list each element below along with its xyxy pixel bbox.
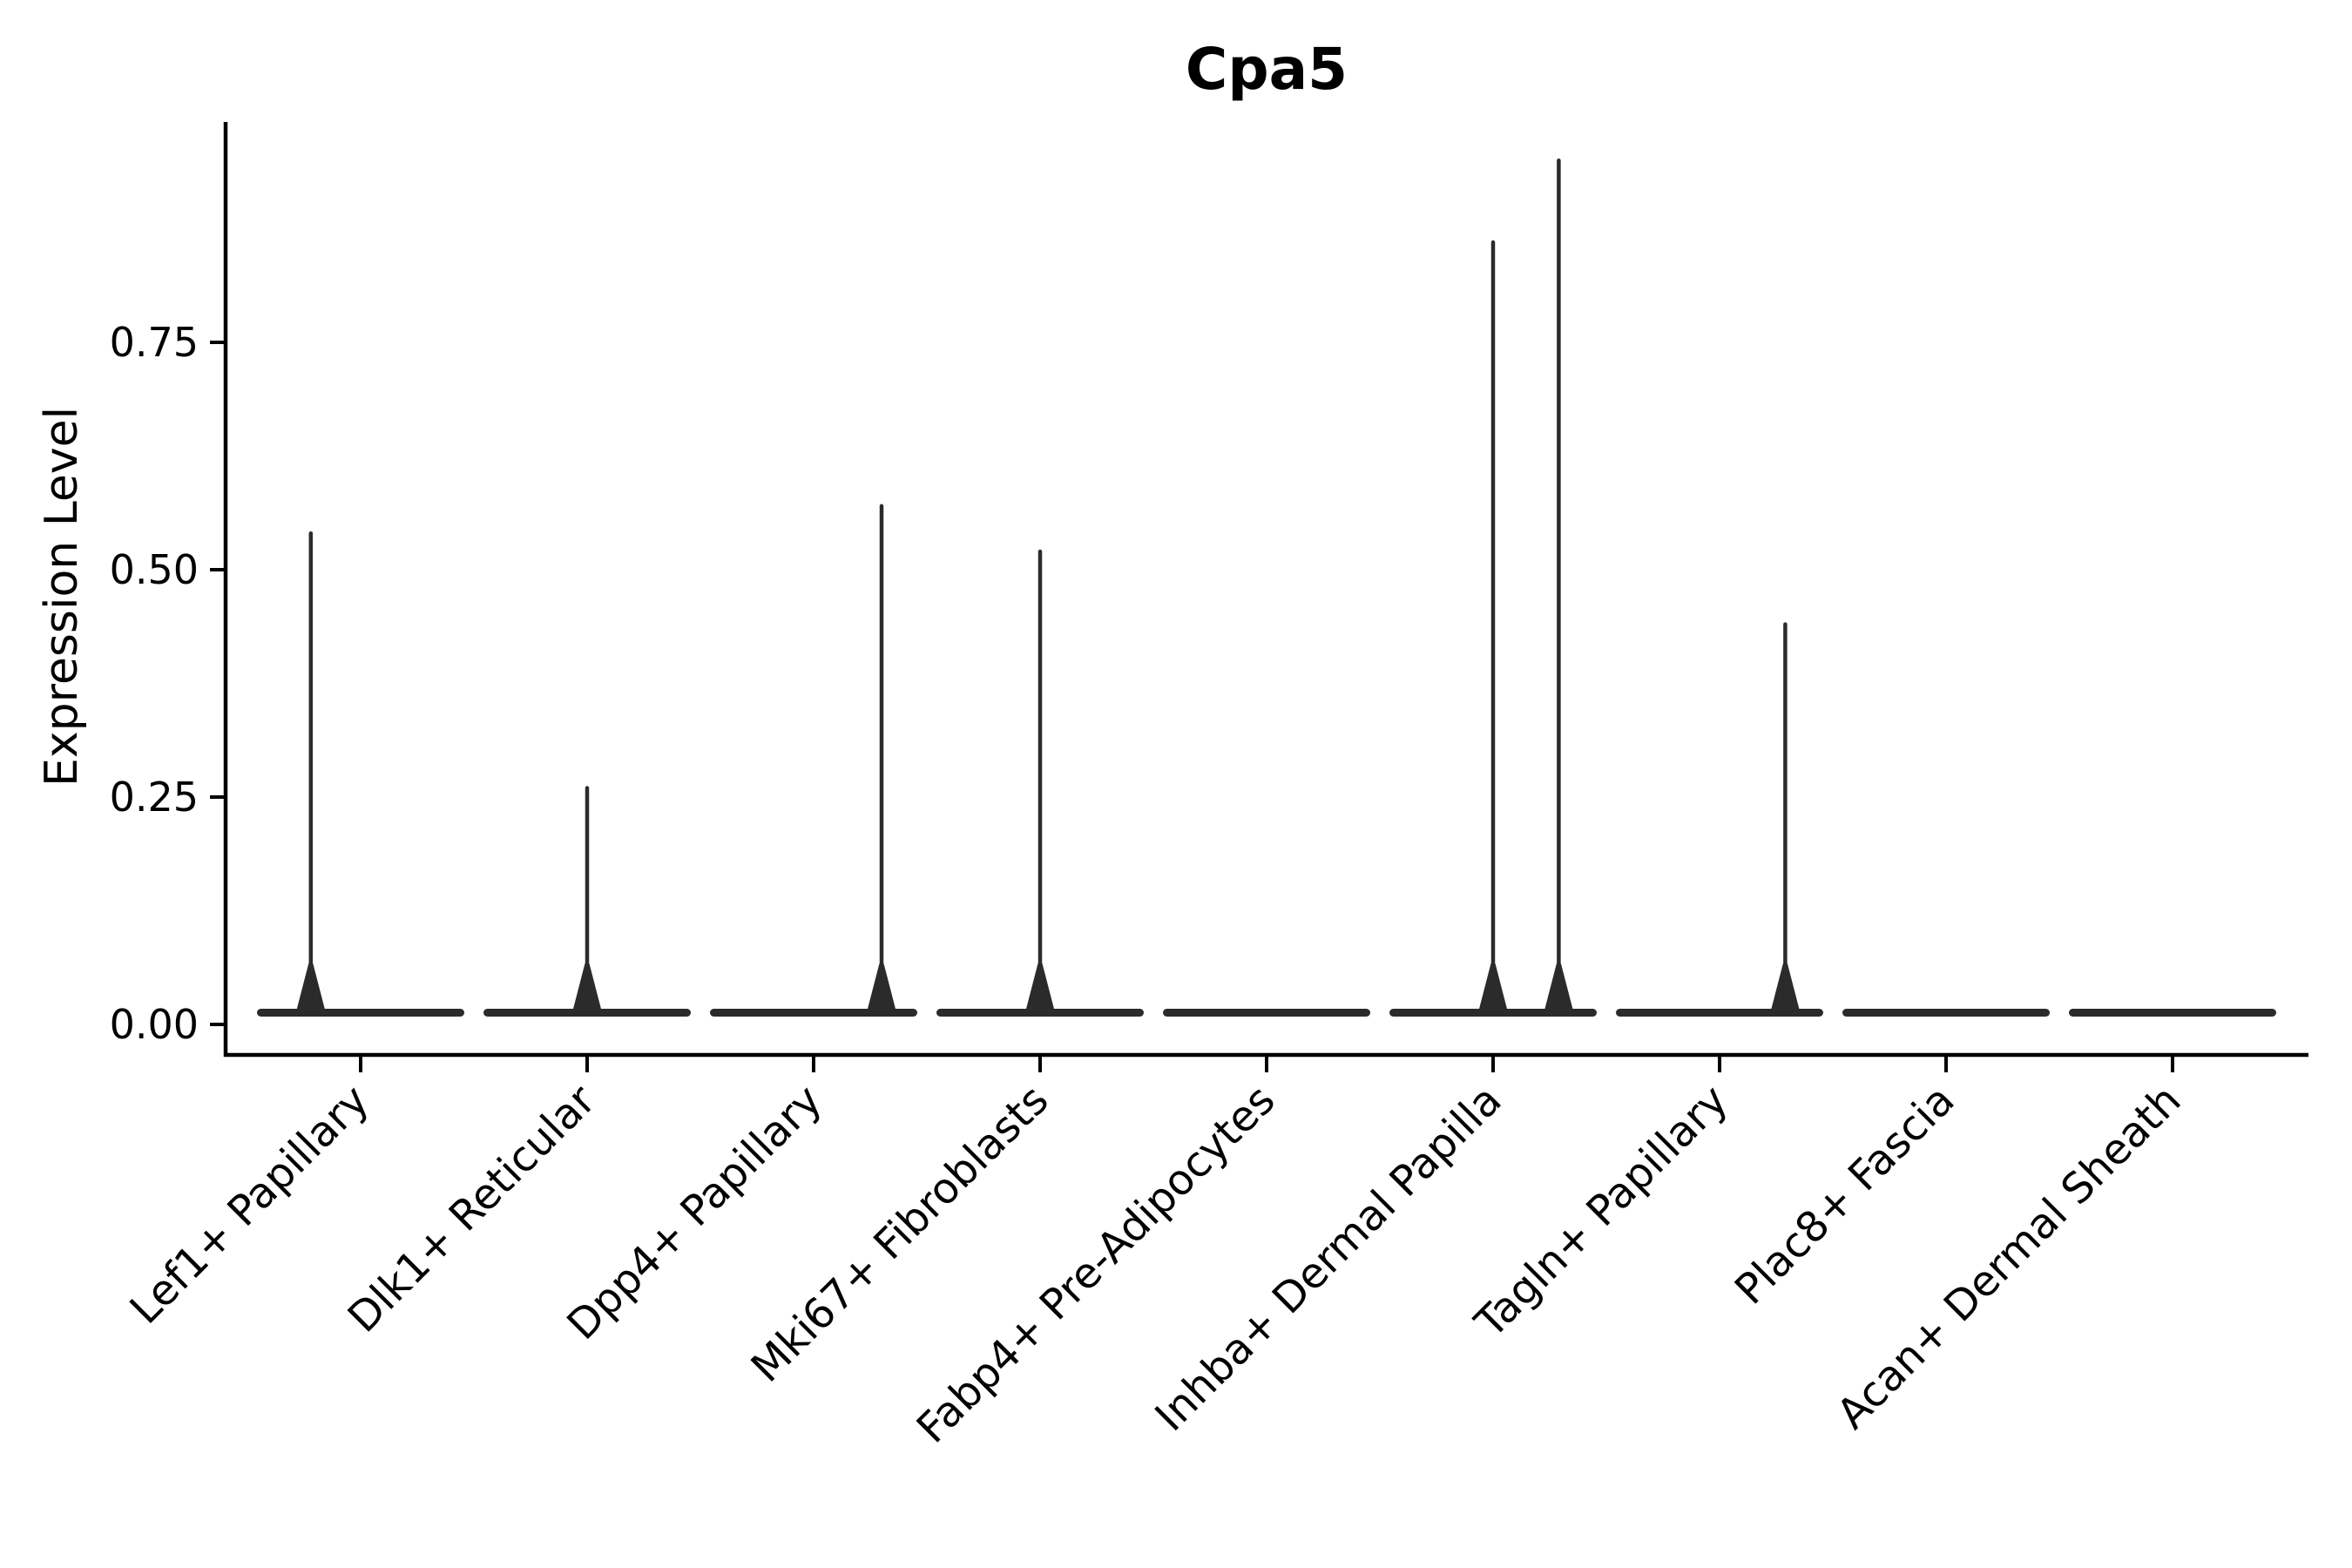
chart-title: Cpa5 [1186,36,1348,103]
violin [1616,622,1823,1017]
y-tick-label: 0.75 [110,319,199,366]
violin [1163,1009,1370,1017]
violin [257,531,464,1017]
violin-base [1163,1009,1370,1017]
violin-base [257,1009,464,1017]
violin [2069,1009,2276,1017]
violin [936,549,1144,1017]
y-tick-label: 0.25 [110,774,199,821]
violin [1842,1009,2050,1017]
y-tick-label: 0.00 [110,1001,199,1048]
violins-group [257,158,2276,1017]
violin [483,786,691,1017]
violin [1389,158,1597,1017]
y-axis-label: Expression Level [36,407,88,787]
y-tick-label: 0.50 [110,546,199,593]
violin-base [1842,1009,2050,1017]
violin-base [2069,1009,2276,1017]
violin-base [710,1009,917,1017]
violin [710,504,917,1017]
